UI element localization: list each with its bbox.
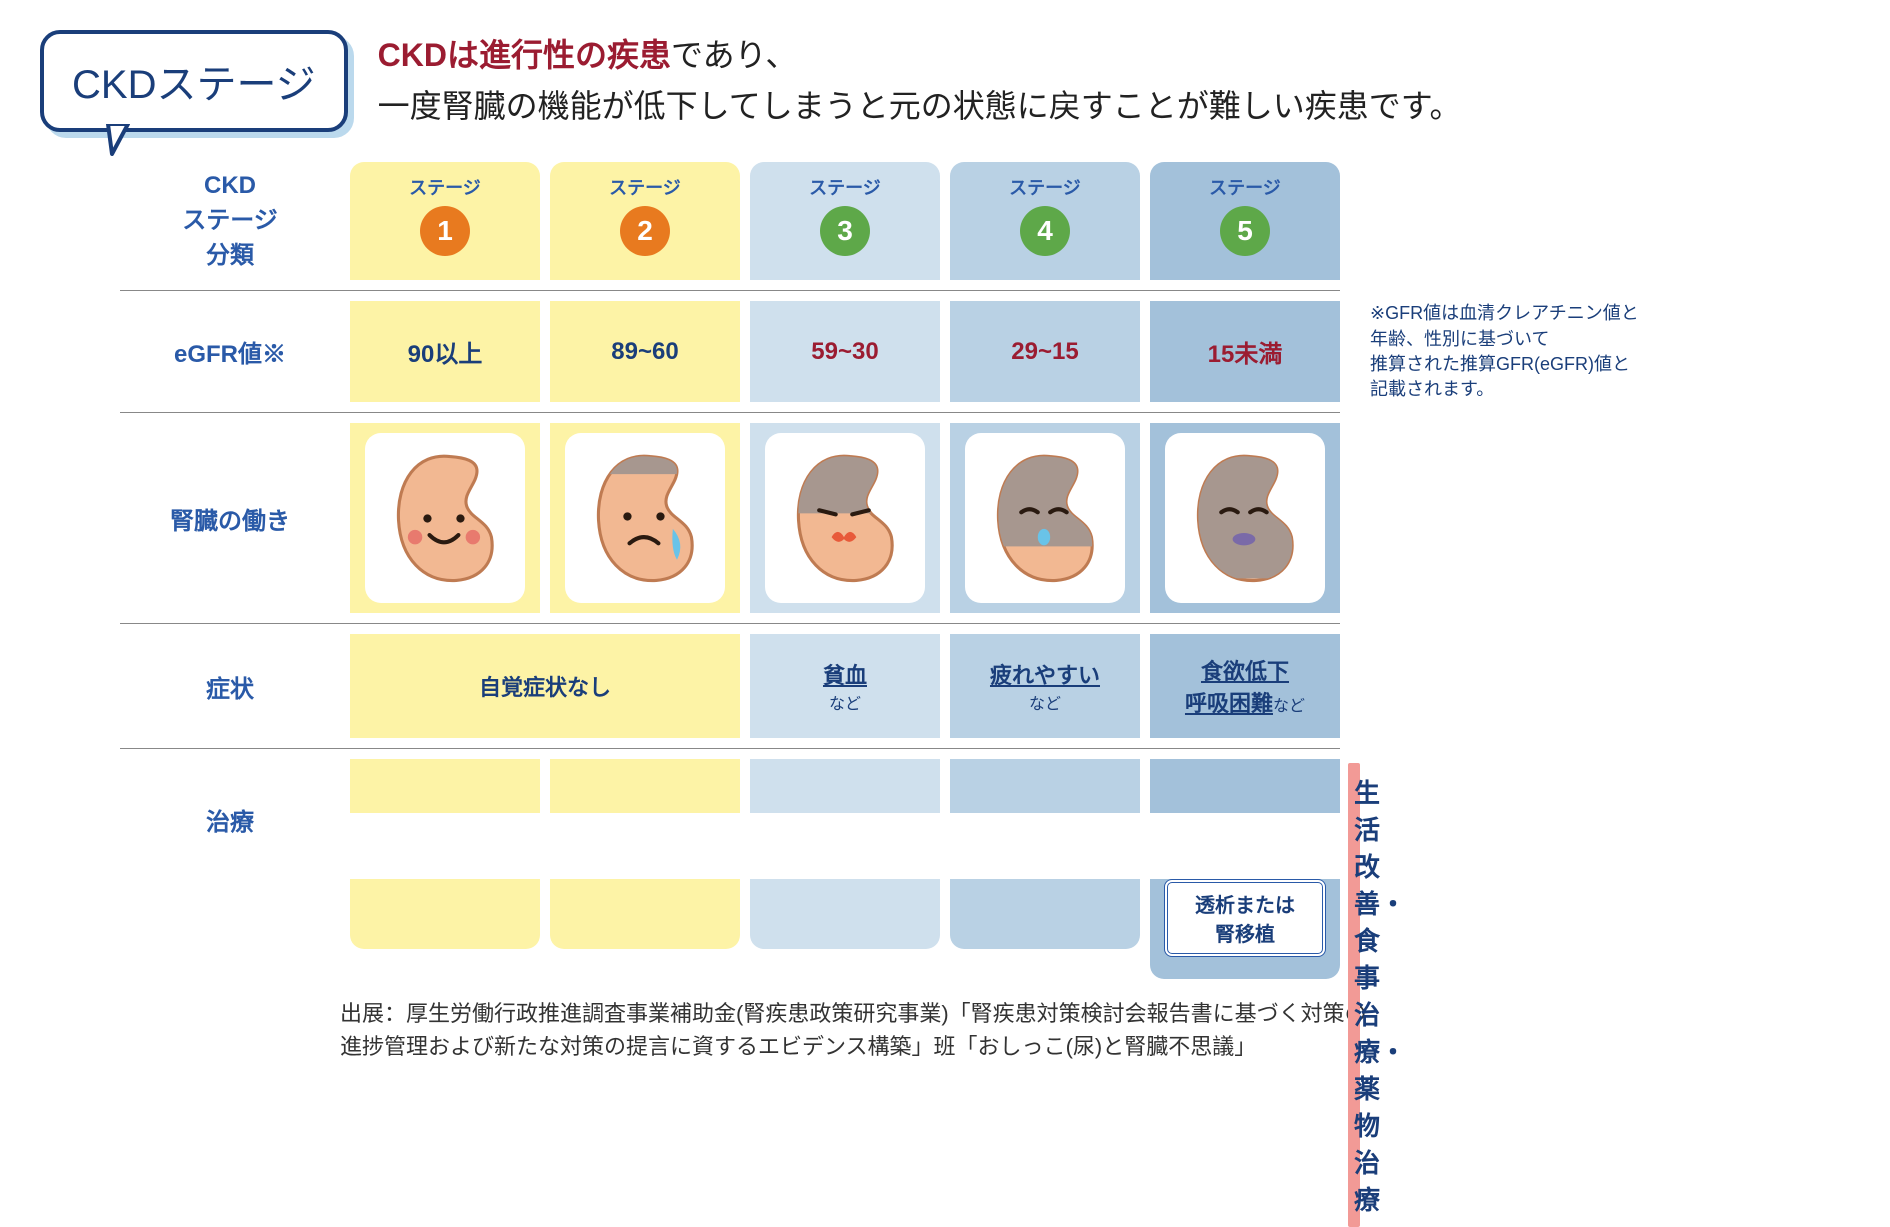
kidney-card [565, 433, 725, 603]
egfr-value: 15未満 [1208, 312, 1283, 391]
title-text: CKDステージ [72, 52, 316, 110]
stage-word: ステージ [609, 174, 681, 200]
kidney-card [965, 433, 1125, 603]
egfr-value: 90以上 [408, 312, 483, 391]
symptom-cell: 食欲低下呼吸困難など [1185, 634, 1305, 738]
stage-word: ステージ [409, 174, 481, 200]
egfr-value: 29~15 [1011, 316, 1078, 388]
title-speech-bubble: CKDステージ [40, 30, 348, 132]
kidney-icon [975, 438, 1115, 598]
kidney-card [365, 433, 525, 603]
kidney-icon [1175, 438, 1315, 598]
stage-number-badge: 4 [1020, 206, 1070, 256]
symptom-cell: 疲れやすいなど [990, 638, 1100, 734]
stage-word: ステージ [809, 174, 881, 200]
stage-word: ステージ [1009, 174, 1081, 200]
stage-number-badge: 2 [620, 206, 670, 256]
kidney-icon [575, 438, 715, 598]
kidney-card [765, 433, 925, 603]
bubble-tail-icon [104, 124, 144, 156]
egfr-value: 89~60 [611, 316, 678, 388]
divider [120, 623, 1340, 624]
row-label-symptom: 症状 [120, 634, 340, 738]
kidney-card [1165, 433, 1325, 603]
row-label-kidney: 腎臓の働き [120, 423, 340, 613]
citation: 出展：厚生労働行政推進調査事業補助金(腎疾患政策研究事業)「腎疾患対策検討会報告… [340, 997, 1850, 1063]
egfr-value: 59~30 [811, 316, 878, 388]
treatment-banner: 生活改善・食事治療・薬物治療 [1348, 763, 1360, 1227]
stage-number-badge: 3 [820, 206, 870, 256]
egfr-note: ※GFR値は血清クレアチニン値と 年齢、性別に基づいて 推算された推算GFR(e… [1350, 301, 1850, 402]
stage-word: ステージ [1209, 174, 1281, 200]
divider [120, 290, 1340, 291]
divider [120, 748, 1340, 749]
row-label-egfr: eGFR値※ [120, 301, 340, 402]
kidney-icon [775, 438, 915, 598]
dialysis-box: 透析または 腎移植 [1164, 879, 1326, 957]
stage-number-badge: 5 [1220, 206, 1270, 256]
row-label-stage: CKD ステージ 分類 [120, 162, 340, 280]
symptom-none: 自覚症状なし [479, 650, 611, 722]
kidney-icon [375, 438, 515, 598]
stage-number-badge: 1 [420, 206, 470, 256]
row-label-treatment: 治療 [120, 759, 340, 879]
divider [120, 412, 1340, 413]
symptom-cell: 貧血など [823, 638, 867, 734]
headline-emphasis: CKDは進行性の疾患 [378, 37, 671, 73]
headline: CKDは進行性の疾患であり、 一度腎臓の機能が低下してしまうと元の状態に戻すこと… [378, 30, 1462, 132]
